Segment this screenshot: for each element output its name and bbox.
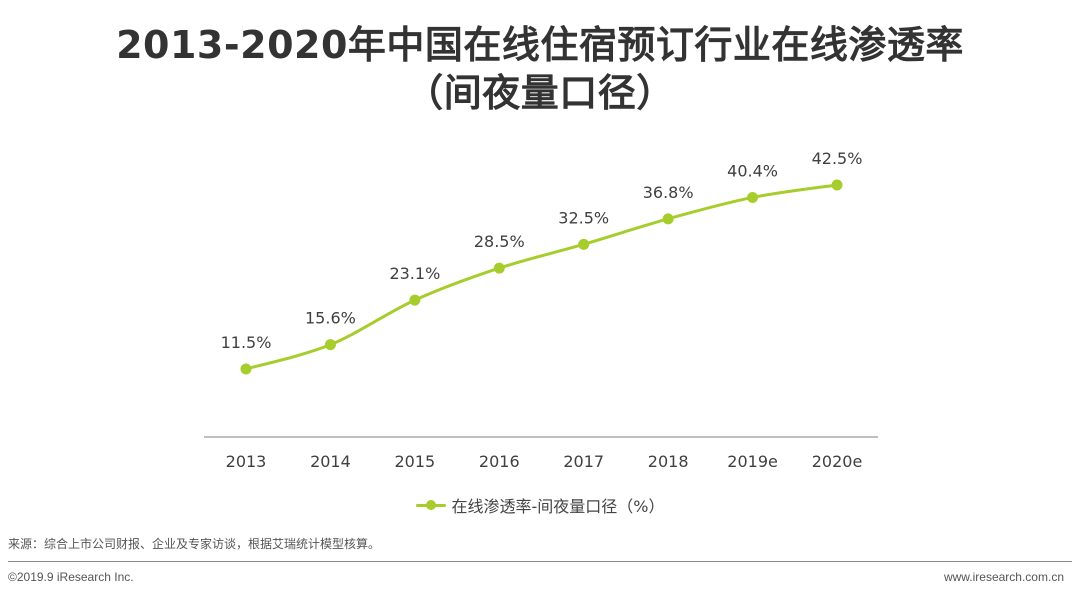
copyright-text: ©2019.9 iResearch Inc. bbox=[8, 570, 134, 584]
chart-title-line-1: 2013-2020年中国在线住宿预订行业在线渗透率 bbox=[116, 23, 964, 67]
data-label: 15.6% bbox=[305, 309, 356, 328]
data-point bbox=[493, 262, 505, 274]
x-tick-label: 2014 bbox=[310, 452, 351, 471]
x-axis-tick-labels: 2013 2014 2015 2016 2017 2018 2019e 2020e bbox=[226, 452, 863, 471]
data-label: 36.8% bbox=[643, 183, 694, 202]
data-label: 42.5% bbox=[812, 149, 863, 168]
data-point bbox=[747, 191, 759, 203]
series-line bbox=[244, 183, 839, 371]
legend-label: 在线渗透率-间夜量口径（%） bbox=[451, 497, 665, 516]
data-labels: 11.5% 15.6% 23.1% 28.5% 32.5% 36.8% 40.4% 42.5% bbox=[221, 149, 863, 352]
data-point bbox=[831, 179, 843, 191]
x-tick-label: 2020e bbox=[812, 452, 863, 471]
website-link[interactable]: www.iresearch.com.cn bbox=[943, 570, 1064, 584]
source-note: 来源：综合上市公司财报、企业及专家访谈，根据艾瑞统计模型核算。 bbox=[8, 537, 381, 551]
legend-swatch-icon bbox=[415, 498, 446, 512]
footer-divider bbox=[8, 561, 1072, 562]
x-tick-label: 2017 bbox=[563, 452, 604, 471]
x-tick-label: 2013 bbox=[226, 452, 267, 471]
data-point bbox=[324, 339, 336, 351]
data-point bbox=[662, 213, 674, 225]
data-points bbox=[240, 179, 843, 375]
data-label: 40.4% bbox=[727, 161, 778, 180]
chart-title-line-2: （间夜量口径） bbox=[405, 71, 675, 115]
data-label: 32.5% bbox=[558, 208, 609, 227]
x-tick-label: 2018 bbox=[648, 452, 689, 471]
data-point bbox=[409, 294, 421, 306]
data-label: 11.5% bbox=[221, 333, 272, 352]
data-label: 28.5% bbox=[474, 232, 525, 251]
x-tick-label: 2015 bbox=[394, 452, 435, 471]
chart-legend: 在线渗透率-间夜量口径（%） bbox=[0, 493, 1080, 517]
x-tick-label: 2016 bbox=[479, 452, 520, 471]
data-point bbox=[578, 238, 590, 250]
x-tick-label: 2019e bbox=[727, 452, 778, 471]
data-point bbox=[240, 363, 252, 375]
data-label: 23.1% bbox=[389, 264, 440, 283]
